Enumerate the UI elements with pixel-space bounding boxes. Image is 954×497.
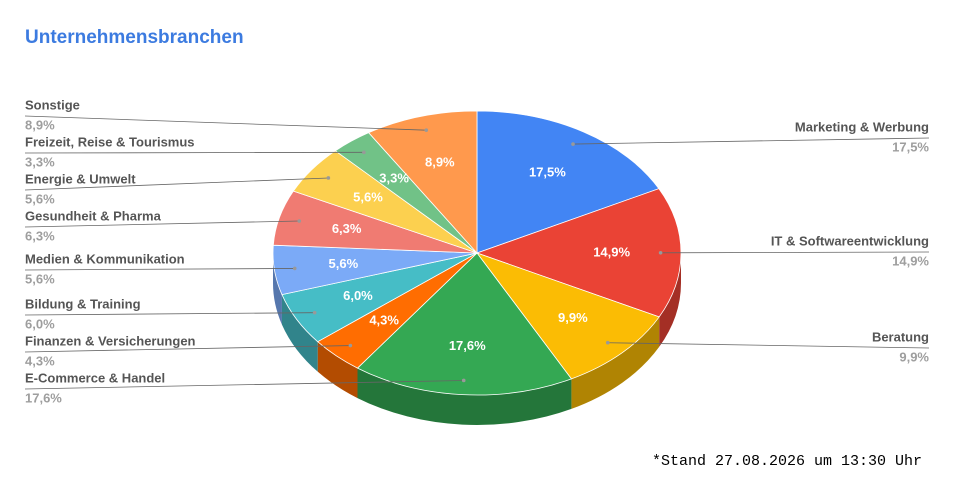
legend-value: 4,3% [25,353,55,368]
leader-line [24,151,364,154]
legend-value: 17,5% [892,139,929,154]
legend-label: Sonstige [25,97,80,112]
slice-label: 5,6% [329,256,359,271]
pie-side [571,316,660,409]
leader-line [24,220,300,228]
pie-side [357,368,572,425]
leader-line [24,345,351,353]
pie-side [317,341,358,399]
leader-line [607,342,930,349]
legend-label: Freizeit, Reise & Tourismus [25,134,195,149]
pie-side [273,253,282,325]
leader-dot [297,219,302,223]
legend-label: Beratung [872,329,929,344]
footnote: *Stand 27.08.2026 um 13:30 Uhr [652,453,922,470]
leader-dot [292,266,297,271]
legend-value: 6,3% [25,228,55,243]
slice-label: 17,5% [529,165,566,180]
legend-label: Bildung & Training [25,296,141,311]
pie-slice [368,110,478,255]
legend-value: 5,6% [25,271,55,286]
chart-title: Unternehmensbranchen [25,27,244,48]
slice-label: 14,9% [593,244,630,259]
pie-slice [475,252,660,380]
leader-line [24,268,295,271]
slice-label: 3,3% [379,171,409,186]
legend-label: Energie & Umwelt [25,171,136,186]
pie-side [659,253,681,347]
leader-dot [362,150,366,155]
legend-value: 17,6% [25,390,62,405]
leader-line [573,137,930,145]
slice-label: 8,9% [425,154,455,169]
leader-line [24,115,427,131]
legend-label: Gesundheit & Pharma [25,208,162,223]
slice-label: 17,6% [449,338,486,353]
pie-slice [356,252,573,396]
leader-dot [605,340,610,345]
leader-dot [461,378,466,383]
legend-value: 14,9% [892,253,929,268]
slice-label: 5,6% [353,189,383,204]
slice-label: 6,0% [343,288,373,303]
leader-dot [312,310,317,315]
leader-line [24,312,315,316]
leader-dot [658,250,663,255]
leader-dot [424,128,429,132]
leader-dot [326,176,331,180]
pie-side [281,294,318,372]
slice-label: 9,9% [558,310,588,325]
legend-label: Marketing & Werbung [795,119,929,134]
leader-line [24,177,329,191]
leader-dot [348,343,353,348]
legend-value: 3,3% [25,154,55,169]
legend-label: Finanzen & Versicherungen [25,333,196,348]
leader-line [24,380,464,390]
legend-value: 6,0% [25,316,55,331]
legend-label: IT & Softwareentwicklung [771,233,929,248]
slice-label: 4,3% [369,312,399,327]
legend-label: E-Commerce & Handel [25,370,165,385]
legend-value: 8,9% [25,117,55,132]
leader-line [660,251,930,254]
legend-label: Medien & Kommunikation [25,251,185,266]
legend-value: 5,6% [25,191,55,206]
pie-slice [476,110,660,254]
leader-dot [571,142,575,146]
legend-value: 9,9% [899,349,929,364]
slice-label: 6,3% [332,221,362,236]
